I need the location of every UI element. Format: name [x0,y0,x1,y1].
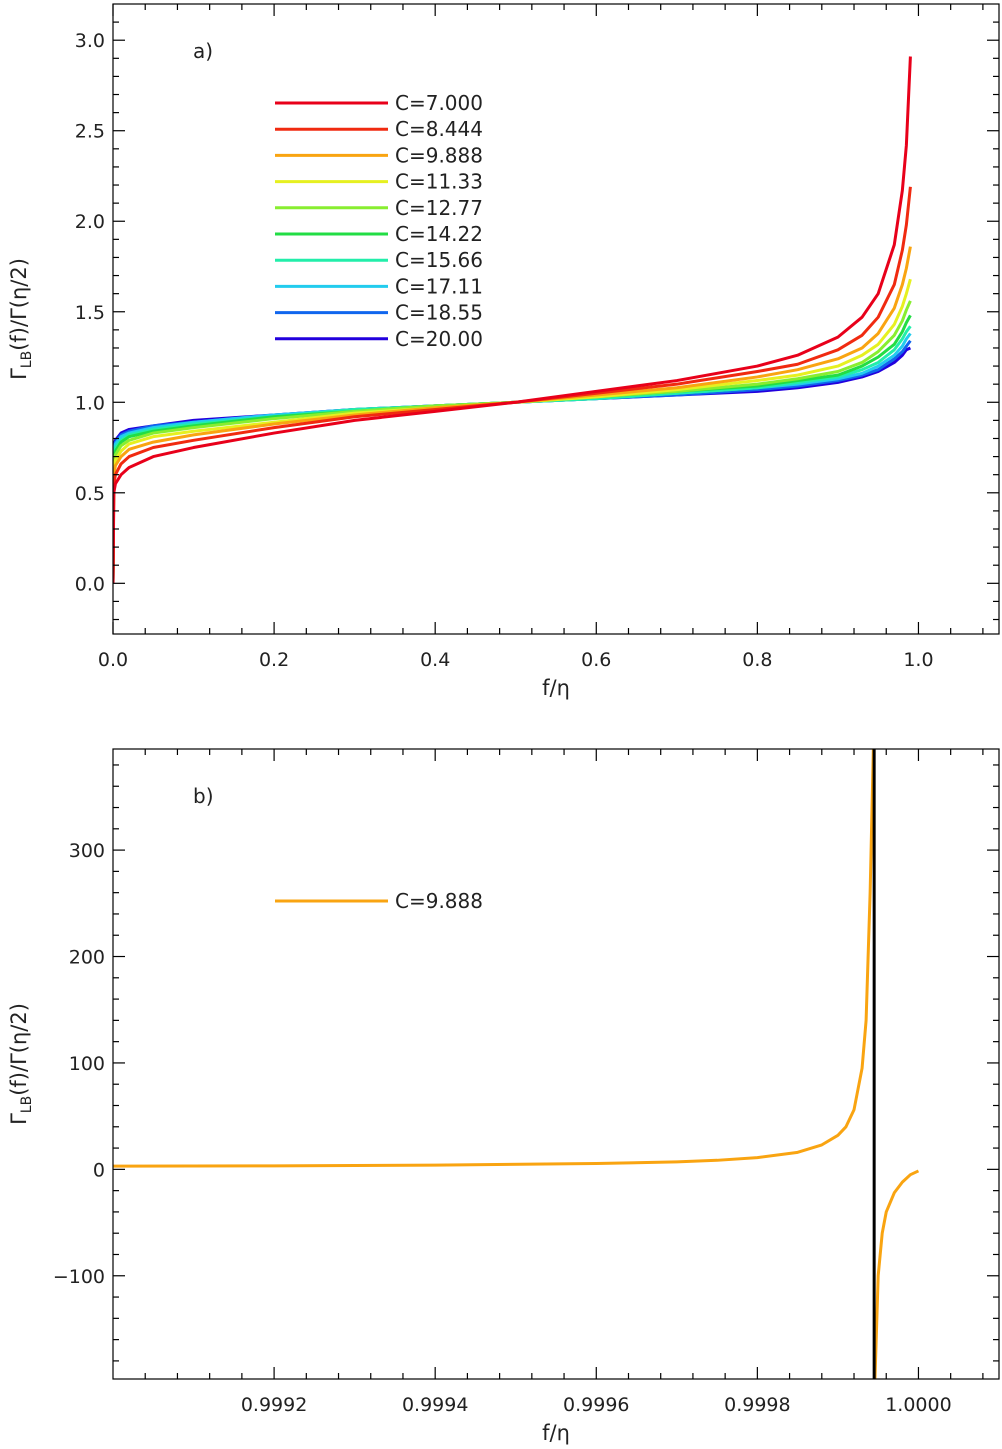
panel-a-y-tick-label: 2.5 [75,121,105,143]
panel-a-y-tick-label: 2.0 [75,211,105,233]
panel-b-x-tick-label: 1.0000 [885,1394,951,1416]
panel-a-x-tick-label: 0.4 [420,649,450,671]
panel-a-y-tick-label: 1.0 [75,392,105,414]
panel-a-legend-label: C=15.66 [395,248,483,272]
panel-a-legend-label: C=14.22 [395,222,483,246]
panel-b-x-tick-label: 0.9992 [241,1394,307,1416]
panel-b: 0.9992 0.9994 0.9996 0.9998 1.0000 −100 0 100 20… [7,748,1000,1445]
panel-a-y-tick-label: 3.0 [75,30,105,52]
panel-a-series-line-4 [113,278,912,584]
panel-a-legend-label: C=18.55 [395,301,483,325]
panel-b-y-axis-label: ΓLB(f)/Γ(η/2) [7,1003,35,1125]
panel-a-x-tick-label: 1.0 [903,649,933,671]
panel-a-legend-label: C=7.000 [395,91,483,115]
panel-a-x-tick-label: 0.8 [742,649,772,671]
panel-a-x-tick-label: 0.0 [98,649,128,671]
panel-b-y-tick-label: 100 [69,1053,105,1075]
panel-a-series-line-5 [113,300,912,584]
panel-b-frame [112,748,1000,1380]
panel-b-x-axis-label: f/η [542,1421,570,1445]
panel-a-y-tick-label: 0.0 [75,573,105,595]
panel-b-series-line-segment-1 [113,749,875,1168]
panel-a-frame [112,3,1000,635]
panel-b-y-tick-label: 0 [93,1159,105,1181]
panel-a-legend-label: C=17.11 [395,274,483,298]
panel-b-legend: C=9.888 [275,889,483,913]
panel-a-curves [113,56,912,584]
panel-b-curves [113,749,920,1379]
panel-b-x-tick-label: 0.9996 [563,1394,629,1416]
panel-a-ticks: 0.0 0.2 0.4 0.6 0.8 1.0 0.0 0.5 1.0 1.5 2.0 2.5 3.0 [75,4,999,671]
panel-a-legend-label: C=8.444 [395,117,483,141]
panel-b-label: b) [193,784,214,808]
panel-b-ticks: 0.9992 0.9994 0.9996 0.9998 1.0000 −100 0 100 20… [53,749,999,1416]
panel-a-series-line-3 [113,246,912,584]
panel-a-legend-label: C=12.77 [395,196,483,220]
panel-a-x-axis-label: f/η [542,676,570,700]
panel-b-y-tick-label: 300 [69,840,105,862]
panel-a-label: a) [193,39,213,63]
panel-a-x-tick-label: 0.2 [259,649,289,671]
panel-a-y-tick-label: 0.5 [75,483,105,505]
panel-a-series-line-1 [113,56,912,584]
panel-a: 0.0 0.2 0.4 0.6 0.8 1.00.00.51.01.52.02.53.0 … [7,3,1000,700]
panel-b-x-tick-label: 0.9994 [402,1394,468,1416]
panel-a-y-tick-label: 1.5 [75,302,105,324]
panel-a-y-axis-label: ΓLB(f)/Γ(η/2) [7,258,35,380]
panel-b-y-tick-label: −100 [53,1266,105,1288]
panel-b-series-line-segment-2 [873,1169,920,1379]
panel-b-y-tick-label: 200 [69,947,105,969]
panel-b-legend-label: C=9.888 [395,889,483,913]
panel-a-legend-label: C=11.33 [395,170,483,194]
panel-a-legend-label: C=9.888 [395,143,483,167]
panel-a-x-tick-label: 0.6 [581,649,611,671]
panel-a-legend-label: C=20.00 [395,327,483,351]
panel-b-x-tick-label: 0.9998 [724,1394,790,1416]
